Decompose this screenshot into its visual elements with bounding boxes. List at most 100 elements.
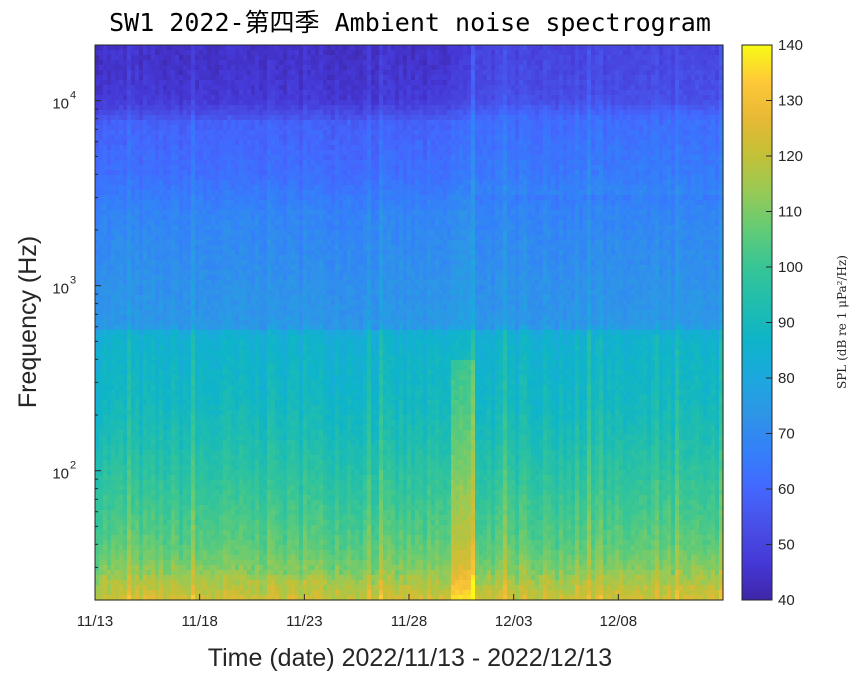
heatmap-cell [111,575,116,581]
heatmap-cell [151,495,156,501]
heatmap-cell [159,420,164,426]
heatmap-cell [107,550,112,556]
heatmap-cell [243,335,248,341]
heatmap-cell [271,120,276,126]
heatmap-cell [119,375,124,381]
heatmap-cell [123,105,128,111]
heatmap-cell [227,585,232,591]
heatmap-cell [147,515,152,521]
heatmap-cell [99,60,104,66]
heatmap-cell [171,275,176,281]
heatmap-cell [179,150,184,156]
heatmap-cell [115,560,120,566]
heatmap-cell [183,350,188,356]
heatmap-cell [115,595,120,601]
heatmap-cell [111,500,116,506]
heatmap-cell [255,330,260,336]
heatmap-cell [179,380,184,386]
heatmap-cell [191,190,196,196]
heatmap-cell [231,190,236,196]
heatmap-cell [179,320,184,326]
heatmap-cell [175,290,180,296]
heatmap-cell [155,300,160,306]
heatmap-cell [207,145,212,151]
heatmap-cell [219,290,224,296]
heatmap-cell [175,170,180,176]
heatmap-cell [163,515,168,521]
heatmap-cell [167,595,172,601]
heatmap-cell [163,330,168,336]
heatmap-cell [191,545,196,551]
heatmap-cell [95,365,100,371]
heatmap-cell [239,420,244,426]
heatmap-cell [227,140,232,146]
heatmap-cell [227,135,232,141]
heatmap-cell [219,120,224,126]
heatmap-cell [207,225,212,231]
heatmap-cell [227,580,232,586]
heatmap-cell [95,440,100,446]
heatmap-cell [183,570,188,576]
heatmap-cell [139,145,144,151]
heatmap-cell [103,135,108,141]
heatmap-cell [143,80,148,86]
heatmap-cell [239,520,244,526]
heatmap-cell [155,310,160,316]
heatmap-cell [167,320,172,326]
heatmap-cell [207,260,212,266]
heatmap-cell [119,95,124,101]
heatmap-cell [119,275,124,281]
heatmap-cell [119,205,124,211]
heatmap-cell [139,560,144,566]
heatmap-cell [95,340,100,346]
heatmap-cell [159,475,164,481]
heatmap-cell [235,565,240,571]
heatmap-cell [171,285,176,291]
heatmap-cell [267,90,272,96]
heatmap-cell [135,500,140,506]
heatmap-cell [143,305,148,311]
heatmap-cell [187,250,192,256]
heatmap-cell [99,140,104,146]
heatmap-cell [111,265,116,271]
heatmap-cell [207,130,212,136]
heatmap-cell [267,240,272,246]
heatmap-cell [167,550,172,556]
heatmap-cell [219,305,224,311]
heatmap-cell [271,585,276,591]
heatmap-cell [199,240,204,246]
heatmap-cell [271,190,276,196]
heatmap-cell [159,125,164,131]
heatmap-cell [115,65,120,71]
heatmap-cell [259,440,264,446]
heatmap-cell [111,220,116,226]
heatmap-cell [199,575,204,581]
heatmap-cell [171,400,176,406]
heatmap-cell [147,560,152,566]
heatmap-cell [175,545,180,551]
heatmap-cell [111,470,116,476]
heatmap-cell [107,305,112,311]
heatmap-cell [187,570,192,576]
heatmap-cell [223,240,228,246]
heatmap-cell [183,290,188,296]
heatmap-cell [159,95,164,101]
heatmap-cell [183,405,188,411]
heatmap-cell [259,495,264,501]
heatmap-cell [131,580,136,586]
heatmap-cell [155,525,160,531]
heatmap-cell [171,455,176,461]
heatmap-cell [247,425,252,431]
heatmap-cell [139,445,144,451]
heatmap-cell [151,50,156,56]
heatmap-cell [115,115,120,121]
heatmap-cell [251,475,256,481]
heatmap-cell [267,305,272,311]
heatmap-cell [203,415,208,421]
heatmap-cell [131,555,136,561]
heatmap-cell [215,535,220,541]
heatmap-cell [191,185,196,191]
heatmap-cell [127,110,132,116]
heatmap-cell [123,155,128,161]
heatmap-cell [123,370,128,376]
